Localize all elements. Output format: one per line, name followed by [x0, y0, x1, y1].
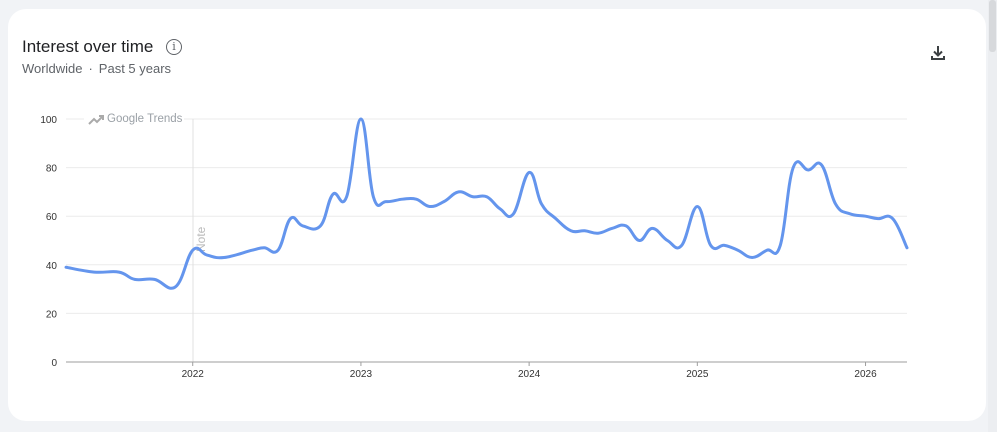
data-point[interactable] — [286, 215, 294, 223]
data-point[interactable] — [316, 222, 324, 230]
watermark: Google Trends — [84, 110, 184, 128]
interest-over-time-card — [8, 9, 986, 421]
data-point[interactable] — [357, 115, 365, 123]
y-tick-label: 20 — [46, 309, 58, 320]
data-point[interactable] — [369, 193, 377, 201]
data-point[interactable] — [248, 246, 256, 254]
data-point[interactable] — [581, 227, 589, 235]
data-point[interactable] — [260, 244, 268, 252]
data-point[interactable] — [509, 210, 517, 218]
data-point[interactable] — [818, 161, 826, 169]
data-point[interactable] — [552, 215, 560, 223]
annotation-label[interactable]: Note — [194, 226, 208, 252]
data-point[interactable] — [299, 222, 307, 230]
y-tick-label: 60 — [46, 212, 58, 223]
data-point[interactable] — [62, 263, 70, 271]
data-point[interactable] — [889, 215, 897, 223]
data-point[interactable] — [131, 275, 139, 283]
data-point[interactable] — [150, 275, 158, 283]
data-point[interactable] — [874, 215, 882, 223]
data-point[interactable] — [804, 166, 812, 174]
data-point[interactable] — [832, 200, 840, 208]
data-point[interactable] — [274, 246, 282, 254]
location-label: Worldwide — [22, 61, 83, 76]
watermark-text: Google Trends — [107, 113, 183, 125]
y-tick-label: 80 — [46, 164, 58, 175]
data-point[interactable] — [496, 205, 504, 213]
data-point[interactable] — [440, 198, 448, 206]
card-subtitle: Worldwide · Past 5 years — [22, 61, 171, 76]
x-tick-label: 2024 — [518, 369, 541, 380]
y-tick-label: 40 — [46, 261, 58, 272]
data-point[interactable] — [382, 198, 390, 206]
data-point[interactable] — [90, 268, 98, 276]
scrollbar-track[interactable] — [988, 0, 997, 432]
data-point[interactable] — [189, 246, 197, 254]
data-point[interactable] — [538, 200, 546, 208]
data-point[interactable] — [846, 210, 854, 218]
data-point[interactable] — [398, 195, 406, 203]
y-tick-label: 0 — [51, 358, 57, 369]
x-tick-label: 2022 — [182, 369, 205, 380]
data-point[interactable] — [789, 164, 797, 172]
data-point[interactable] — [693, 202, 701, 210]
data-point[interactable] — [469, 193, 477, 201]
data-point[interactable] — [525, 168, 533, 176]
data-point[interactable] — [115, 268, 123, 276]
download-icon[interactable] — [928, 43, 948, 63]
data-point[interactable] — [412, 195, 420, 203]
data-point[interactable] — [635, 237, 643, 245]
data-point[interactable] — [734, 246, 742, 254]
data-point[interactable] — [172, 283, 180, 291]
data-point[interactable] — [903, 244, 911, 252]
x-tick-label: 2026 — [854, 369, 877, 380]
data-point[interactable] — [648, 224, 656, 232]
x-tick-label: 2025 — [686, 369, 709, 380]
data-point[interactable] — [776, 241, 784, 249]
data-point[interactable] — [721, 241, 729, 249]
scrollbar-thumb[interactable] — [989, 0, 996, 52]
data-point[interactable] — [203, 251, 211, 259]
data-point[interactable] — [663, 237, 671, 245]
period-label: Past 5 years — [98, 61, 172, 76]
separator: · — [88, 61, 93, 76]
data-point[interactable] — [455, 188, 463, 196]
series-line — [64, 117, 909, 290]
data-point[interactable] — [329, 190, 337, 198]
data-point[interactable] — [343, 193, 351, 201]
data-point[interactable] — [426, 202, 434, 210]
data-point[interactable] — [748, 254, 756, 262]
data-point[interactable] — [567, 227, 575, 235]
info-circle-icon[interactable]: i — [166, 39, 182, 55]
data-point[interactable] — [483, 193, 491, 201]
data-point[interactable] — [763, 246, 771, 254]
x-tick-label: 2023 — [350, 369, 373, 380]
card-title: Interest over time — [22, 37, 154, 56]
data-point[interactable] — [220, 254, 228, 262]
data-point[interactable] — [678, 241, 686, 249]
data-point[interactable] — [862, 212, 870, 220]
y-tick-label: 100 — [40, 115, 57, 126]
data-point[interactable] — [707, 241, 715, 249]
data-point[interactable] — [608, 224, 616, 232]
data-point[interactable] — [594, 229, 602, 237]
trending-up-icon — [88, 115, 104, 125]
data-point[interactable] — [622, 222, 630, 230]
